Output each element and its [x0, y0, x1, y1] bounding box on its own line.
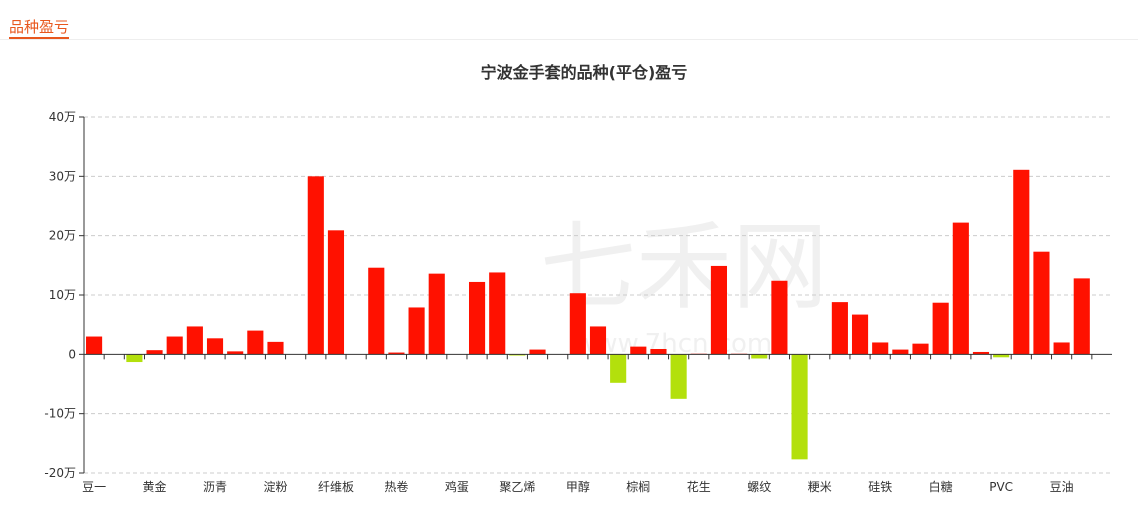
bar[interactable]	[630, 346, 647, 355]
bar[interactable]	[710, 265, 728, 355]
bar[interactable]	[993, 354, 1010, 358]
x-tick-label: 热卷	[384, 479, 408, 494]
bar[interactable]	[307, 176, 324, 355]
grid-layer	[84, 116, 1112, 474]
x-tick-label: 聚乙烯	[499, 480, 535, 494]
x-axis-labels: 豆一 黄金 沥青 淀粉 纤维板 热卷 鸡蛋 聚乙烯 甲醇 棕榈 花生 螺纹 粳米 硅铁 白糖 PVC 豆油	[82, 479, 1074, 494]
bar[interactable]	[610, 354, 627, 383]
bar[interactable]	[670, 354, 687, 399]
x-tick-label: 豆一	[82, 480, 106, 494]
y-tick-label: 30万	[49, 169, 76, 183]
x-tick-label: 硅铁	[868, 480, 892, 494]
x-tick-label: 鸡蛋	[445, 479, 469, 494]
bar[interactable]	[509, 354, 526, 356]
bar-series	[86, 169, 1090, 460]
x-tick-label: 豆油	[1050, 480, 1074, 494]
x-tick-label: 棕榈	[626, 479, 650, 494]
bar[interactable]	[186, 326, 203, 355]
bar[interactable]	[206, 338, 224, 355]
x-tick-label: PVC	[989, 480, 1013, 494]
bar[interactable]	[892, 349, 909, 355]
x-tick-label: 纤维板	[318, 480, 354, 494]
bar[interactable]	[468, 281, 486, 355]
bar[interactable]	[368, 267, 385, 355]
axes	[83, 117, 1112, 473]
bar[interactable]	[972, 351, 990, 355]
x-tick-label: 甲醇	[566, 479, 590, 494]
bar[interactable]	[1013, 169, 1030, 355]
bar[interactable]	[126, 354, 143, 363]
bar[interactable]	[771, 280, 788, 355]
bar[interactable]	[267, 341, 284, 355]
bar[interactable]	[872, 342, 889, 355]
x-tick-label: 沥青	[203, 480, 227, 494]
x-tick-label: 黄金	[143, 479, 167, 494]
x-tick-label: 花生	[687, 479, 711, 494]
bar[interactable]	[569, 293, 586, 355]
y-tick-label: -20万	[44, 466, 76, 480]
bar[interactable]	[388, 352, 405, 355]
bar[interactable]	[650, 348, 667, 355]
y-tick-label: 10万	[49, 288, 76, 302]
bar[interactable]	[851, 314, 869, 355]
y-tick-label: 20万	[49, 229, 76, 243]
bar[interactable]	[529, 349, 546, 355]
bar[interactable]	[751, 354, 768, 359]
bar[interactable]	[791, 354, 808, 460]
bar[interactable]	[166, 336, 183, 355]
x-tick-label: 淀粉	[263, 480, 287, 494]
bar[interactable]	[1033, 251, 1050, 355]
bar[interactable]	[428, 273, 445, 355]
bar[interactable]	[831, 302, 848, 355]
chart-title: 宁波金手套的品种(平仓)盈亏	[481, 63, 688, 82]
bar[interactable]	[1053, 342, 1070, 355]
bar[interactable]	[247, 330, 264, 355]
y-axis-ticks: 40万 30万 20万 10万 0 -10万 -20万	[44, 110, 84, 480]
x-tick-label: 螺纹	[747, 480, 771, 494]
bar[interactable]	[146, 350, 163, 355]
bar[interactable]	[327, 230, 345, 355]
tab-bar: 品种盈亏	[0, 0, 1138, 40]
y-tick-label: 0	[68, 347, 76, 361]
bar[interactable]	[912, 343, 929, 355]
y-tick-label: -10万	[44, 407, 76, 421]
bar[interactable]	[589, 326, 607, 355]
x-tick-label: 粳米	[808, 480, 832, 494]
bar[interactable]	[86, 336, 103, 355]
bar[interactable]	[1073, 278, 1090, 355]
tab-title[interactable]: 品种盈亏	[9, 18, 70, 39]
y-tick-label: 40万	[49, 110, 76, 124]
bar[interactable]	[932, 302, 949, 355]
bar[interactable]	[408, 307, 425, 355]
x-tick-label: 白糖	[929, 479, 953, 494]
bar[interactable]	[227, 351, 244, 355]
bar[interactable]	[489, 272, 506, 355]
bar[interactable]	[952, 222, 969, 355]
